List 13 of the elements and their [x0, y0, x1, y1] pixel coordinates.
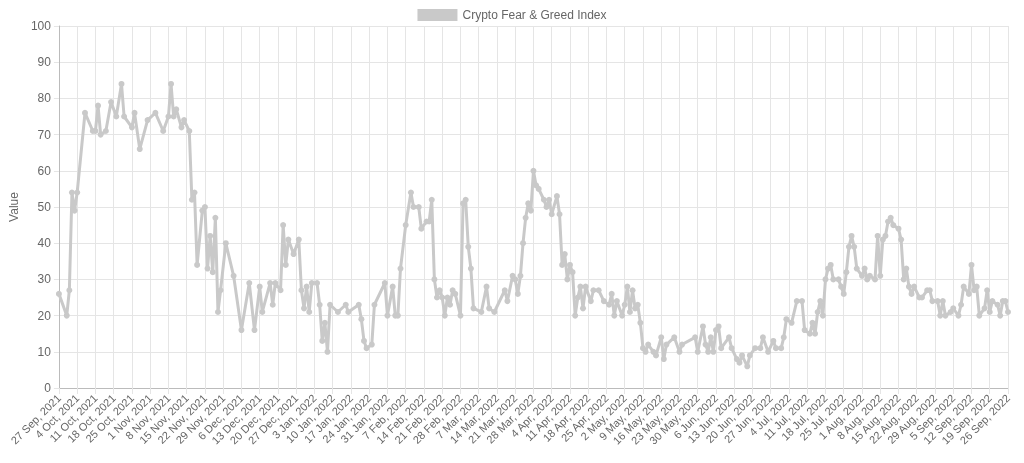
y-tick-label: 90: [37, 55, 52, 70]
y-tick-label: 100: [30, 19, 52, 33]
y-axis-title: Value: [7, 191, 21, 222]
y-tick-label: 50: [37, 200, 52, 214]
y-tick-label: 0: [44, 381, 52, 395]
legend-label: Crypto Fear & Greed Index: [462, 8, 607, 22]
y-tick-label: 60: [37, 163, 52, 178]
y-tick-label: 80: [37, 91, 52, 106]
y-tick-label: 30: [37, 272, 52, 287]
y-tick-label: 40: [37, 236, 52, 251]
y-tick-label: 20: [37, 308, 52, 323]
y-tick-label: 70: [37, 127, 52, 142]
y-tick-label: 10: [37, 344, 52, 359]
